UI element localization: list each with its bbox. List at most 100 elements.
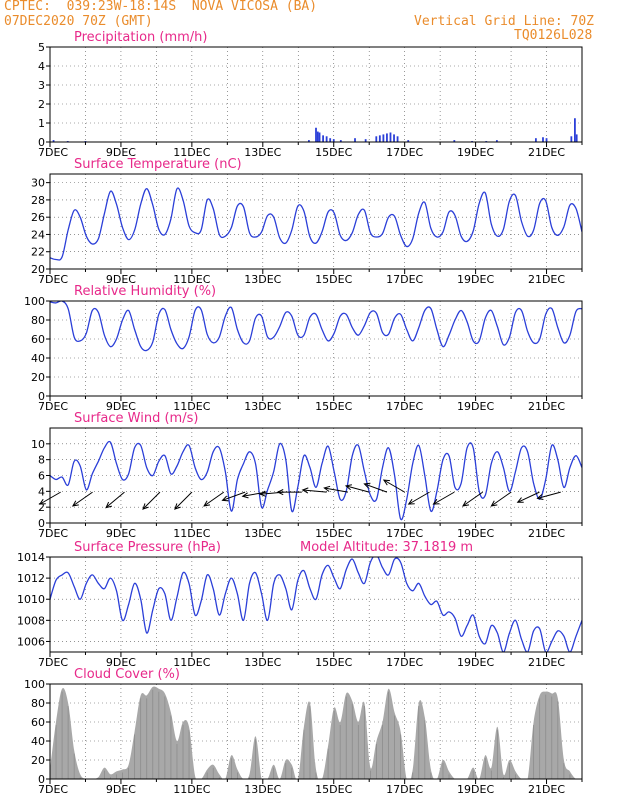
precip-bar [332,139,335,142]
wind-xtick-label: 21DEC [528,527,565,540]
wind-arrow-head [407,498,415,505]
temp-ytick-label: 28 [31,194,45,207]
precip-bar [329,138,332,142]
cloud-xtick-label: 19DEC [457,783,494,796]
pressure-xtick-label: 11DEC [173,656,210,669]
wind-ytick-label: 0 [38,517,45,530]
temp-xtick-label: 13DEC [244,273,281,286]
wind-ytick-label: 8 [38,454,45,467]
wind-arrow-head [462,500,470,507]
precip-bar [389,132,392,142]
pressure-ytick-label: 1010 [17,593,45,606]
wind-arrow-head [490,500,498,507]
humidity-xtick-label: 17DEC [386,400,423,413]
wind-arrow-head [142,503,149,510]
temp-xtick-label: 7DEC [38,273,68,286]
pressure-ytick-label: 1006 [17,635,45,648]
temp-ytick-label: 26 [31,211,45,224]
temp-xtick-label: 21DEC [528,273,565,286]
precip-bar [574,118,576,142]
header-run: 07DEC2020 70Z (GMT) [4,14,153,29]
cloud-xtick-label: 17DEC [386,783,423,796]
temperature-panel: Surface Temperature (nC) 20 22 24 26 28 30 7DE… [31,157,583,286]
wind-arrow [491,491,512,507]
precip-bar [534,138,537,142]
wind-arrow-head [323,485,331,492]
header-source: CPTEC: 039:23W-18:14S NOVA VICOSA (BA) [4,0,317,14]
precip-ytick-label: 1 [38,117,45,130]
pressure-panel: Surface Pressure (hPa) Model Altitude: 3… [17,540,583,669]
wind-arrow [462,491,483,507]
wind-xtick-label: 9DEC [106,527,136,540]
precip-bar [52,140,55,142]
humidity-ytick-label: 100 [24,295,45,308]
temperature-title: Surface Temperature (nC) [74,157,242,172]
cloud-cover-title: Cloud Cover (%) [74,667,180,682]
precip-bar [542,137,544,142]
wind-arrow-head [344,484,352,491]
precip-xtick-label: 17DEC [386,146,423,159]
wind-arrow-head [241,492,249,499]
wind-arrow-head [71,500,79,507]
cloud-xtick-label: 11DEC [173,783,210,796]
precip-bar [386,133,388,142]
wind-arrow [203,491,225,507]
pressure-series-line [50,557,582,652]
temp-ytick-label: 24 [31,228,45,241]
wind-arrow [302,489,327,493]
wind-frame [49,427,583,524]
precip-xtick-label: 11DEC [173,146,210,159]
wind-arrow-head [432,498,440,505]
humidity-xtick-label: 7DEC [38,400,68,413]
precip-bar [339,140,342,142]
precip-xtick-label: 9DEC [106,146,136,159]
wind-ytick-label: 10 [31,438,45,451]
precip-bar [396,136,399,142]
wind-arrow [537,491,561,499]
wind-arrow [105,491,125,508]
precip-bar [378,135,381,142]
precip-ytick-label: 2 [38,98,45,111]
humidity-ytick-label: 40 [31,352,45,365]
pressure-ytick-label: 1008 [17,614,45,627]
precip-bar [495,140,498,142]
cloud-ytick-label: 80 [31,697,45,710]
wind-xtick-label: 15DEC [315,527,352,540]
precip-bar [545,138,548,142]
wind-arrow-head [276,489,284,496]
humidity-xtick-label: 9DEC [106,400,136,413]
humidity-series-line [50,301,582,352]
precip-xtick-label: 15DEC [315,146,352,159]
wind-title: Surface Wind (m/s) [74,411,198,426]
wind-xtick-label: 7DEC [38,527,68,540]
cloud-ytick-label: 20 [31,754,45,767]
precip-bar [570,136,573,142]
precip-bar [315,127,317,142]
precip-bar [393,134,395,142]
cloud-xtick-label: 15DEC [315,783,352,796]
wind-arrow-head [174,503,181,510]
temp-xtick-label: 19DEC [457,273,494,286]
wind-arrow [142,491,161,510]
wind-arrow-head [203,500,211,507]
pressure-xtick-label: 15DEC [315,656,352,669]
humidity-panel: Relative Humidity (%) 0 20 40 60 80 100 7DEC 9D… [24,284,583,413]
precip-bar [382,134,385,142]
pressure-ytick-label: 1012 [17,572,45,585]
cloud-ytick-label: 0 [38,773,45,786]
cloud-ytick-label: 100 [24,678,45,691]
wind-arrow-head [301,487,309,494]
temp-xtick-label: 9DEC [106,273,136,286]
wind-arrow [222,491,246,501]
temp-xtick-label: 17DEC [386,273,423,286]
wind-arrow [408,491,430,505]
pressure-xtick-label: 7DEC [38,656,68,669]
header-coords: 039:23W-18:14S [66,0,177,14]
temp-xtick-label: 15DEC [315,273,352,286]
precip-bar [453,140,456,142]
humidity-xtick-label: 13DEC [244,400,281,413]
humidity-ytick-label: 0 [38,390,45,403]
precip-bar [364,139,367,142]
wind-arrow [517,491,540,503]
